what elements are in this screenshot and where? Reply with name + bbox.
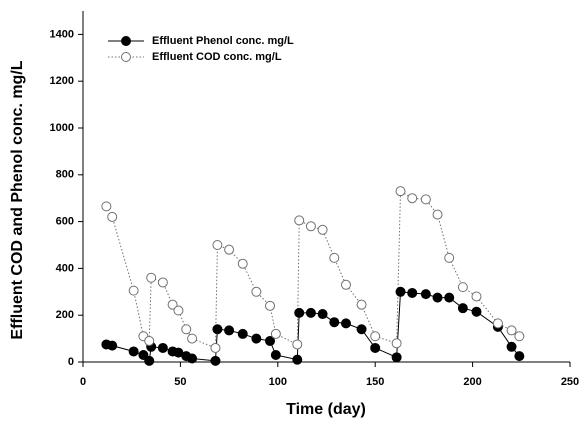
data-point xyxy=(146,272,157,283)
data-point xyxy=(395,286,406,297)
x-tick-label: 0 xyxy=(80,376,86,388)
legend-label: Effluent Phenol conc. mg/L xyxy=(152,35,294,47)
data-point xyxy=(167,299,178,310)
data-point xyxy=(444,292,455,303)
data-point xyxy=(251,286,262,297)
data-point xyxy=(370,331,381,342)
data-point xyxy=(144,335,155,346)
data-point xyxy=(181,324,192,335)
data-point xyxy=(506,341,517,352)
x-tick-label: 200 xyxy=(463,376,481,388)
data-point xyxy=(471,306,482,317)
data-point xyxy=(391,338,402,349)
data-point xyxy=(187,353,198,364)
data-point xyxy=(292,354,303,365)
data-point xyxy=(265,335,276,346)
data-point xyxy=(305,307,316,318)
y-axis-title: Effluent COD and Phenol conc. mg/L xyxy=(9,60,26,339)
data-point xyxy=(305,221,316,232)
data-point xyxy=(107,211,118,222)
data-point xyxy=(370,342,381,353)
y-tick-label: 1200 xyxy=(50,75,74,87)
legend-marker xyxy=(121,52,131,62)
y-tick-label: 800 xyxy=(56,169,74,181)
legend-label: Effluent COD conc. mg/L xyxy=(152,51,282,63)
data-point xyxy=(356,299,367,310)
data-point xyxy=(444,252,455,263)
data-point xyxy=(340,279,351,290)
data-point xyxy=(128,346,139,357)
x-tick-label: 150 xyxy=(366,376,384,388)
data-point xyxy=(128,285,139,296)
data-point xyxy=(212,240,223,250)
y-tick-label: 200 xyxy=(56,309,74,321)
data-point xyxy=(138,349,149,360)
x-tick-label: 100 xyxy=(269,376,287,388)
data-point xyxy=(157,342,168,353)
data-point xyxy=(317,224,328,235)
data-point xyxy=(224,244,235,255)
data-point xyxy=(210,342,221,353)
x-tick-label: 50 xyxy=(174,376,186,388)
data-point xyxy=(270,328,281,339)
data-point xyxy=(514,331,525,342)
data-point xyxy=(224,325,235,336)
y-tick-label: 1400 xyxy=(50,28,74,40)
data-point xyxy=(407,287,418,298)
data-point xyxy=(173,305,184,316)
data-point xyxy=(101,201,112,212)
series-line xyxy=(105,190,520,349)
data-point xyxy=(471,291,482,302)
data-point xyxy=(395,186,406,197)
data-point xyxy=(251,333,262,344)
data-point xyxy=(391,352,402,363)
data-point xyxy=(157,277,168,288)
data-point xyxy=(329,317,340,328)
legend-marker xyxy=(121,36,131,46)
data-point xyxy=(212,324,223,335)
data-point xyxy=(317,309,328,320)
y-tick-label: 600 xyxy=(56,216,74,228)
data-point xyxy=(270,349,281,360)
data-point xyxy=(237,328,248,339)
data-point xyxy=(107,340,118,351)
x-axis-title: Time (day) xyxy=(286,401,366,418)
data-point xyxy=(187,333,198,344)
data-point xyxy=(492,318,503,329)
data-point xyxy=(265,300,276,311)
data-point xyxy=(340,318,351,329)
data-point xyxy=(457,303,468,314)
x-tick-label: 250 xyxy=(561,376,579,388)
data-point xyxy=(237,258,248,269)
y-tick-label: 400 xyxy=(56,262,74,274)
data-point xyxy=(420,194,431,205)
data-point xyxy=(506,325,517,336)
y-tick-label: 1000 xyxy=(50,122,74,134)
data-point xyxy=(294,307,305,318)
data-point xyxy=(356,324,367,335)
data-point xyxy=(432,209,443,220)
data-point xyxy=(294,215,305,226)
data-point xyxy=(407,193,418,204)
data-point xyxy=(457,282,468,293)
data-point xyxy=(432,292,443,303)
data-point xyxy=(144,355,155,366)
data-point xyxy=(210,355,221,366)
y-tick-label: 0 xyxy=(68,356,74,368)
data-point xyxy=(292,339,303,350)
data-point xyxy=(514,351,525,362)
data-point xyxy=(329,252,340,263)
data-point xyxy=(420,289,431,300)
